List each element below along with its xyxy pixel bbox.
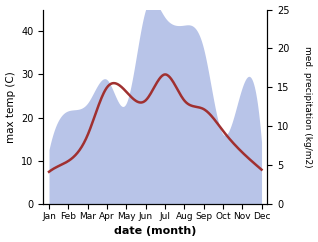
X-axis label: date (month): date (month): [114, 227, 197, 236]
Y-axis label: med. precipitation (kg/m2): med. precipitation (kg/m2): [303, 46, 313, 168]
Y-axis label: max temp (C): max temp (C): [5, 71, 16, 143]
